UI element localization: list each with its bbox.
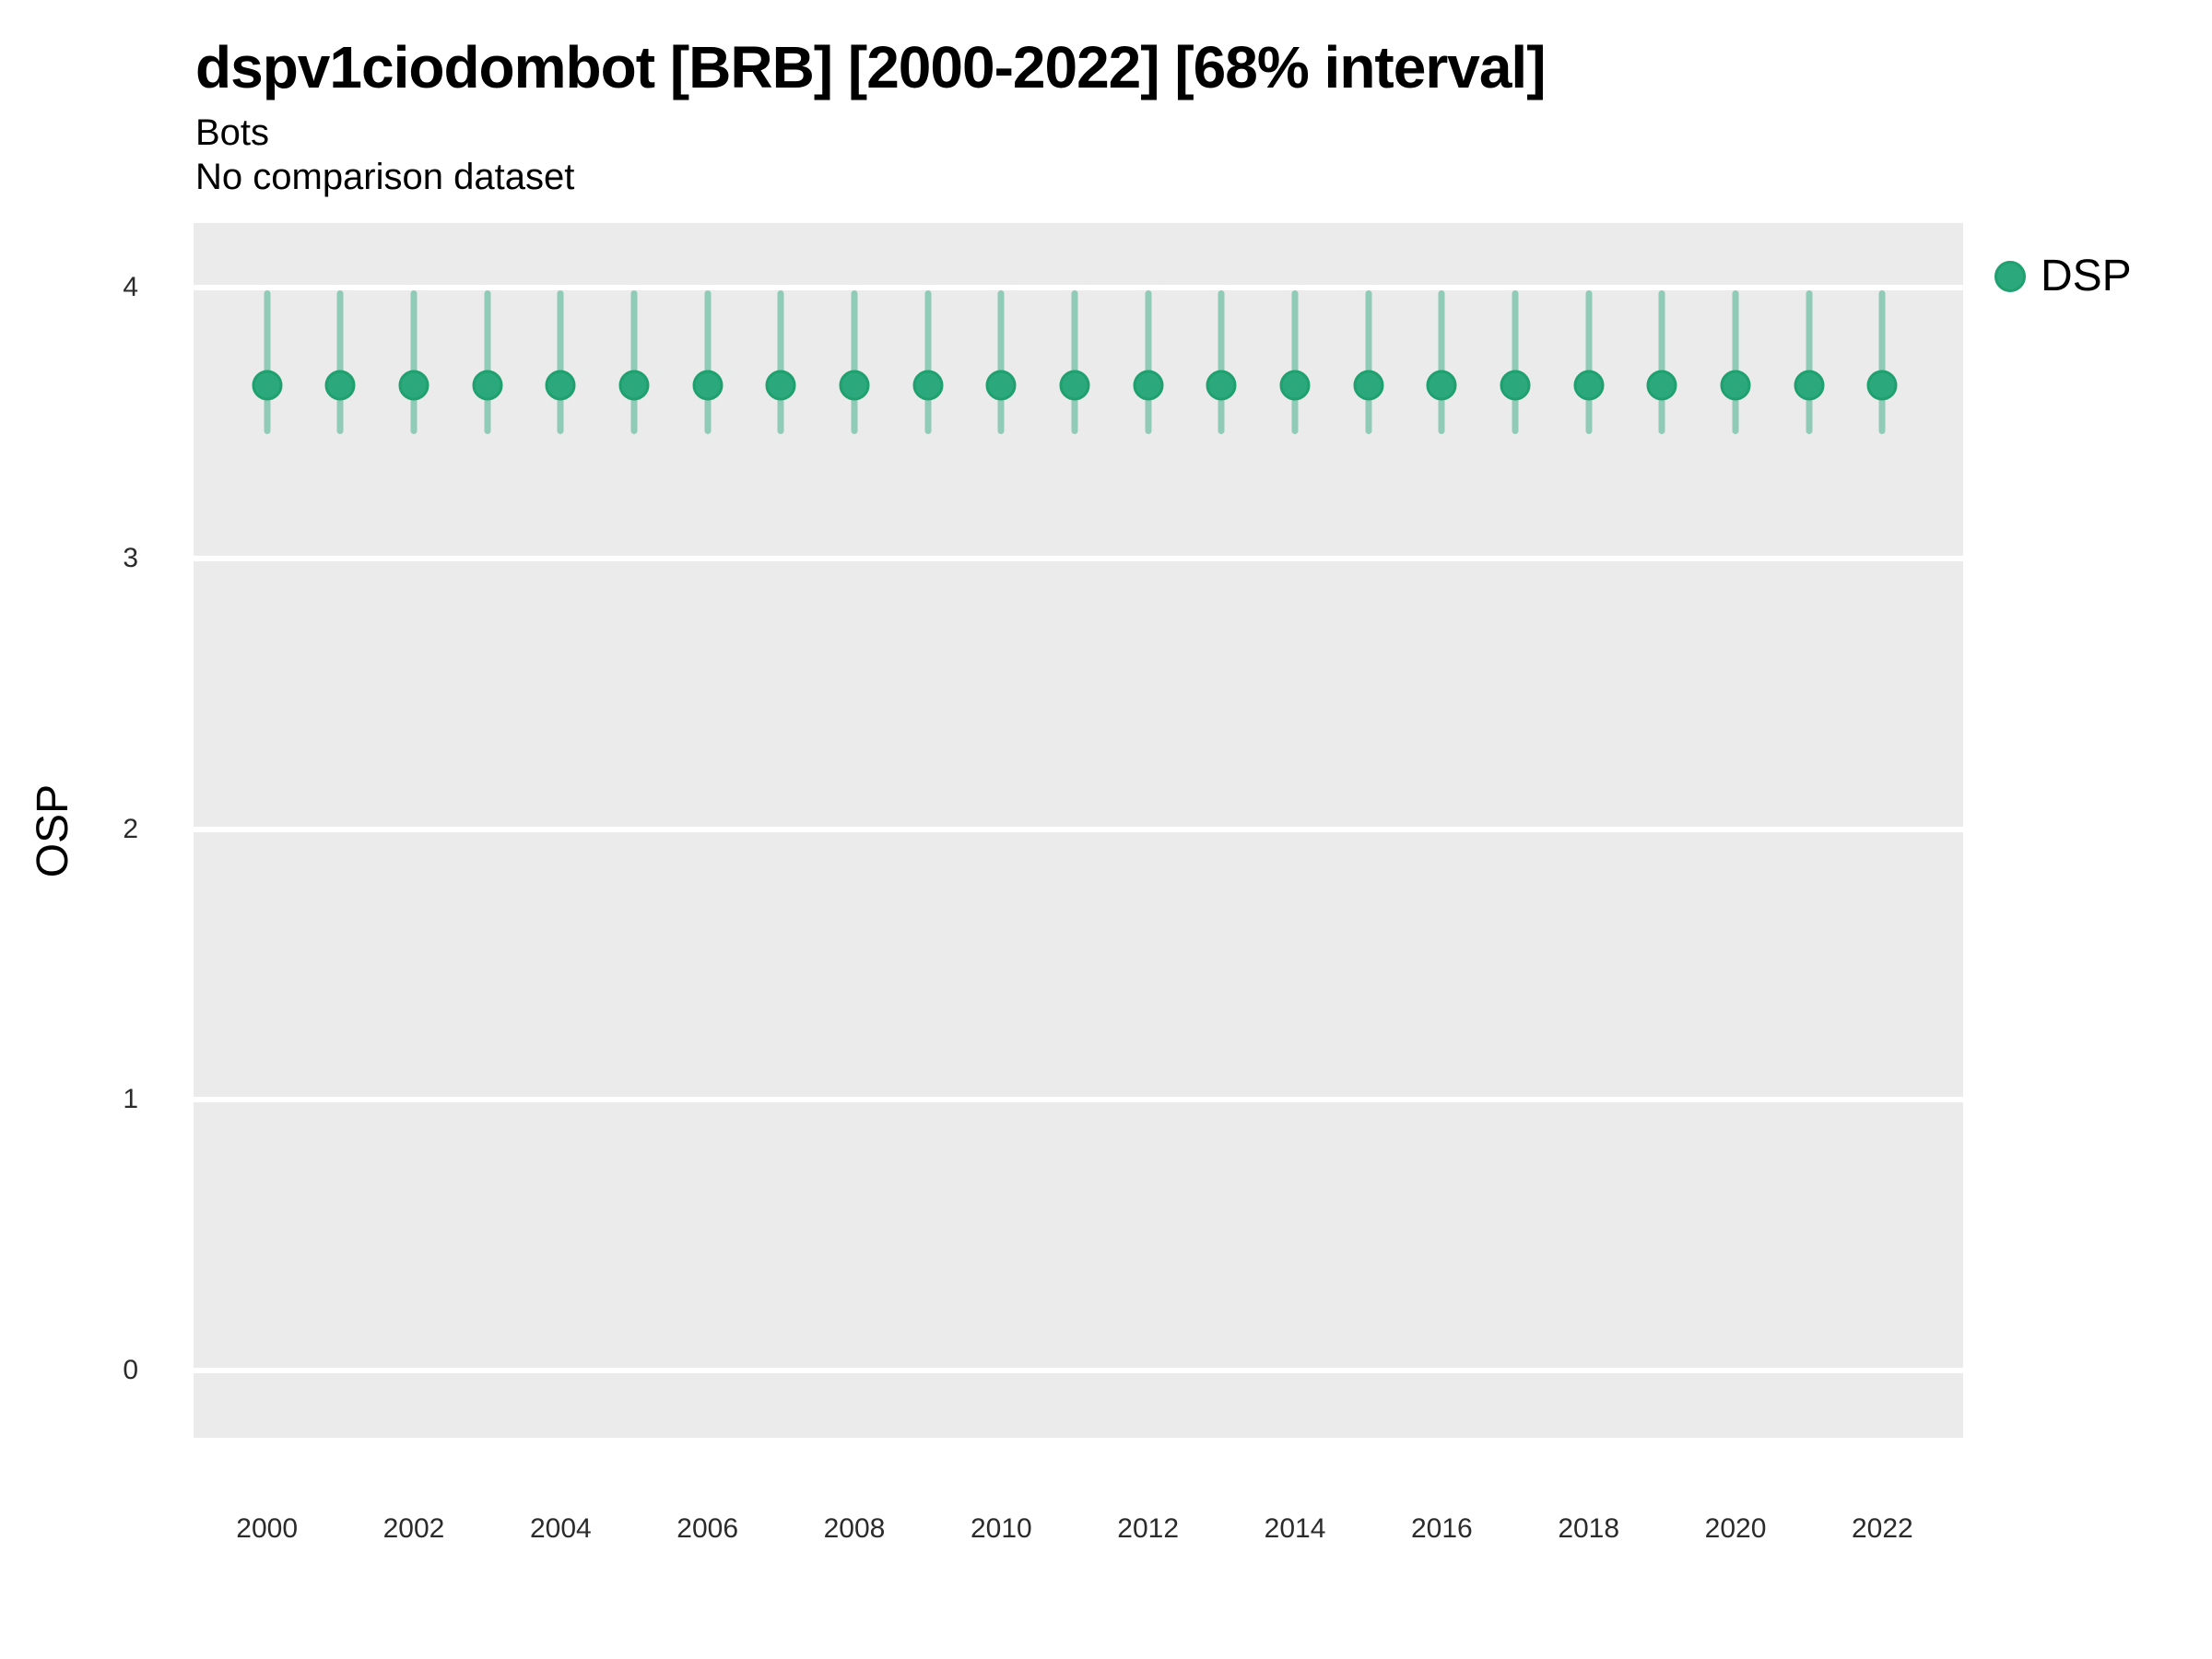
interval-bar-2012 <box>1145 290 1152 434</box>
comparison-note: No comparison dataset <box>195 157 575 197</box>
interval-bar-2011 <box>1071 290 1078 434</box>
data-point-2001 <box>324 370 356 401</box>
interval-bar-2010 <box>997 290 1005 434</box>
legend-point-icon <box>1994 261 2026 292</box>
x-tick-label: 2000 <box>236 1513 299 1544</box>
interval-bar-2005 <box>630 290 638 434</box>
x-tick-label: 2008 <box>823 1513 886 1544</box>
x-tick-label: 2014 <box>1264 1513 1326 1544</box>
gridline-y-3 <box>194 555 1963 561</box>
legend-label: DSP <box>2041 252 2132 300</box>
interval-bar-2013 <box>1218 290 1225 434</box>
interval-bar-2003 <box>484 290 491 434</box>
interval-bar-2009 <box>924 290 932 434</box>
data-point-2009 <box>912 370 944 401</box>
interval-bar-2001 <box>336 290 344 434</box>
gridline-y-1 <box>194 1097 1963 1103</box>
chart-title: dspv1ciodombot [BRB] [2000-2022] [68% in… <box>195 34 1546 100</box>
data-point-2014 <box>1279 370 1311 401</box>
interval-bar-2022 <box>1878 290 1886 434</box>
interval-bar-2014 <box>1291 290 1299 434</box>
x-tick-label: 2002 <box>382 1513 445 1544</box>
data-point-2002 <box>398 370 429 401</box>
data-point-2022 <box>1866 370 1898 401</box>
x-tick-label: 2018 <box>1558 1513 1620 1544</box>
data-point-2010 <box>985 370 1017 401</box>
data-point-2005 <box>618 370 650 401</box>
data-point-2008 <box>839 370 870 401</box>
legend: DSP <box>1994 252 2132 300</box>
data-point-2004 <box>545 370 576 401</box>
interval-bar-2018 <box>1585 290 1593 434</box>
data-point-2018 <box>1573 370 1605 401</box>
data-point-2019 <box>1646 370 1677 401</box>
interval-bar-2016 <box>1438 290 1445 434</box>
data-point-2021 <box>1794 370 1825 401</box>
y-tick-label: 4 <box>123 272 138 303</box>
interval-bar-2019 <box>1658 290 1665 434</box>
x-tick-label: 2006 <box>677 1513 739 1544</box>
x-tick-label: 2016 <box>1410 1513 1473 1544</box>
plot-panel <box>194 223 1963 1438</box>
gridline-y-0 <box>194 1367 1963 1373</box>
data-point-2000 <box>252 370 283 401</box>
interval-bar-2015 <box>1365 290 1372 434</box>
x-axis: 2000 2002 2004 2006 2008 2010 2012 2014 2016 2018… <box>194 1515 1963 1561</box>
data-point-2007 <box>765 370 796 401</box>
interval-bar-2008 <box>851 290 858 434</box>
interval-bar-2006 <box>704 290 712 434</box>
interval-bar-2017 <box>1512 290 1519 434</box>
x-tick-label: 2010 <box>970 1513 1032 1544</box>
y-tick-label: 3 <box>123 542 138 573</box>
data-point-2015 <box>1353 370 1384 401</box>
x-tick-label: 2012 <box>1117 1513 1180 1544</box>
interval-bar-2002 <box>410 290 418 434</box>
y-tick-label: 1 <box>123 1084 138 1115</box>
data-point-2011 <box>1059 370 1090 401</box>
y-tick-label: 2 <box>123 813 138 844</box>
gridline-y-4 <box>194 285 1963 291</box>
interval-bar-2021 <box>1806 290 1813 434</box>
chart-subtitle: Bots <box>195 112 270 153</box>
data-point-2012 <box>1133 370 1164 401</box>
interval-bar-2000 <box>264 290 271 434</box>
interval-bar-2020 <box>1732 290 1739 434</box>
data-point-2013 <box>1206 370 1237 401</box>
interval-bar-2004 <box>557 290 564 434</box>
x-tick-label: 2020 <box>1704 1513 1767 1544</box>
y-tick-label: 0 <box>123 1354 138 1385</box>
data-point-2020 <box>1720 370 1751 401</box>
data-point-2016 <box>1426 370 1457 401</box>
x-tick-label: 2004 <box>529 1513 592 1544</box>
data-point-2003 <box>472 370 503 401</box>
x-tick-label: 2022 <box>1851 1513 1913 1544</box>
y-axis: 0 1 2 3 4 <box>0 223 138 1438</box>
data-point-2006 <box>692 370 724 401</box>
gridline-y-2 <box>194 826 1963 832</box>
interval-bar-2007 <box>777 290 784 434</box>
data-point-2017 <box>1500 370 1531 401</box>
subtitle-block: Bots No comparison dataset <box>195 111 574 199</box>
